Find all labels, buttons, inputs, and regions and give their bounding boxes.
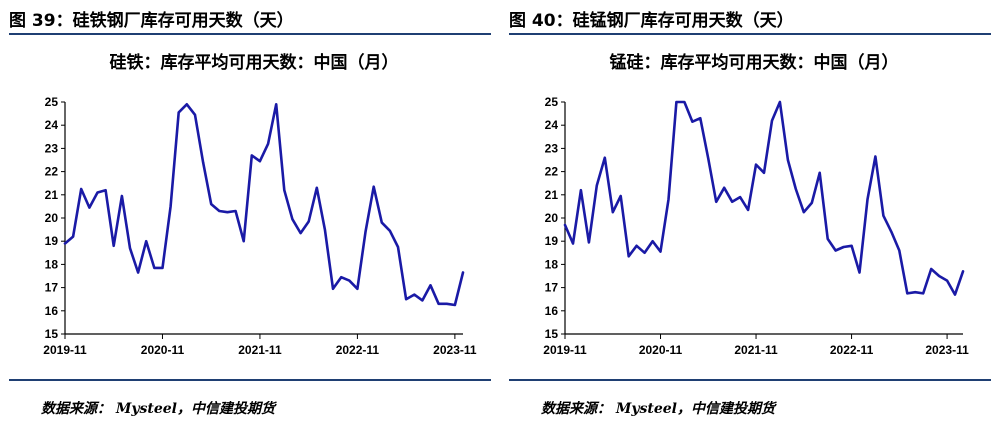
- x-tick-label: 2019-11: [43, 343, 87, 357]
- source-note: 数据来源： Mysteel，中信建投期货: [41, 401, 275, 417]
- figure-title: 图 40：硅锰钢厂库存可用天数（天）: [509, 11, 794, 31]
- x-tick-label: 2021-11: [734, 343, 778, 357]
- source-note: 数据来源： Mysteel，中信建投期货: [541, 401, 775, 417]
- title-rule: [9, 33, 491, 35]
- y-tick-label: 18: [45, 257, 59, 271]
- y-tick-label: 23: [45, 141, 59, 155]
- x-tick-label: 2023-11: [433, 343, 477, 357]
- title-rule: [509, 33, 991, 35]
- x-tick-label: 2019-11: [543, 343, 587, 357]
- y-tick-label: 20: [545, 211, 559, 225]
- x-tick-label: 2022-11: [336, 343, 380, 357]
- y-tick-label: 24: [545, 118, 559, 132]
- y-tick-label: 24: [45, 118, 59, 132]
- chart-title: 硅铁：库存平均可用天数：中国（月）: [110, 52, 399, 73]
- y-tick-label: 22: [545, 165, 559, 179]
- bottom-rule: [509, 379, 991, 381]
- y-tick-label: 20: [45, 211, 59, 225]
- panel-silicomanganese: 图 40：硅锰钢厂库存可用天数（天） 锰硅：库存平均可用天数：中国（月） 15 16…: [505, 0, 991, 423]
- y-tick-label: 25: [45, 95, 59, 109]
- series-line: [563, 100, 965, 296]
- series-line: [63, 103, 465, 307]
- y-tick-label: 16: [45, 304, 59, 318]
- x-tick-label: 2020-11: [141, 343, 185, 357]
- x-tick-label: 2022-11: [830, 343, 874, 357]
- y-tick-label: 22: [45, 165, 59, 179]
- y-tick-label: 15: [45, 327, 59, 341]
- x-tick-label: 2020-11: [639, 343, 683, 357]
- y-tick-label: 16: [545, 304, 559, 318]
- y-tick-label: 19: [45, 234, 59, 248]
- figure-title: 图 39：硅铁钢厂库存可用天数（天）: [9, 11, 294, 31]
- y-tick-label: 15: [545, 327, 559, 341]
- y-tick-label: 19: [545, 234, 559, 248]
- x-tick-label: 2023-11: [925, 343, 969, 357]
- y-tick-label: 21: [545, 188, 559, 202]
- y-tick-label: 17: [45, 281, 59, 295]
- silicomanganese-chart: 锰硅：库存平均可用天数：中国（月） 15 16 17 18 19 20 21 22 23 24 25 2…: [543, 52, 969, 357]
- bottom-rule: [9, 379, 491, 381]
- y-tick-label: 23: [545, 141, 559, 155]
- y-tick-label: 25: [545, 95, 559, 109]
- y-tick-label: 17: [545, 281, 559, 295]
- x-tick-label: 2021-11: [238, 343, 282, 357]
- y-tick-label: 18: [545, 257, 559, 271]
- panel-ferrosilicon: 图 39：硅铁钢厂库存可用天数（天） 硅铁：库存平均可用天数：中国（月） 15 16…: [5, 0, 491, 423]
- y-tick-label: 21: [45, 188, 59, 202]
- ferrosilicon-chart: 硅铁：库存平均可用天数：中国（月） 15 16 17 18 19 20 21 22 23 24 25 2…: [43, 52, 477, 357]
- chart-title: 锰硅：库存平均可用天数：中国（月）: [610, 52, 899, 73]
